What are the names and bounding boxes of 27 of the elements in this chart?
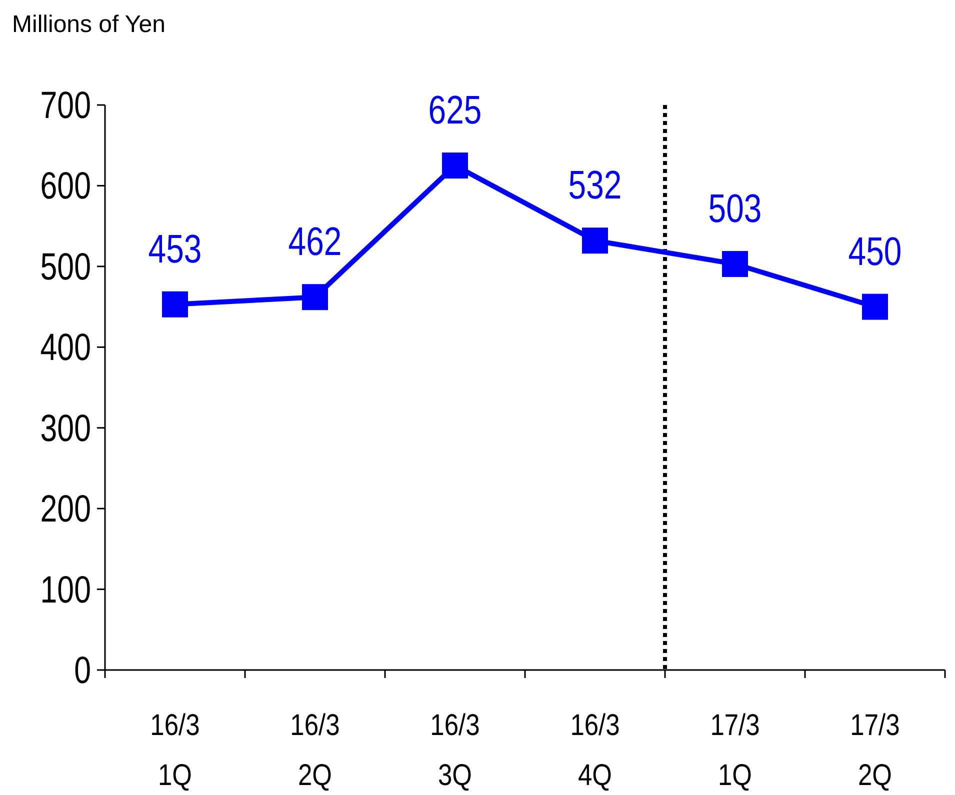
y-tick-label: 0: [74, 650, 91, 692]
data-label: 625: [428, 87, 482, 132]
data-label: 450: [848, 228, 902, 274]
y-tick-label: 200: [40, 488, 91, 530]
x-tick-label: 16/3 3Q: [430, 708, 480, 792]
x-tick-label: 16/3 1Q: [150, 708, 200, 792]
point: [862, 294, 888, 320]
y-tick-label: 500: [40, 246, 91, 288]
y-tick-label: 100: [40, 569, 91, 612]
y-tick-label: 600: [40, 166, 91, 208]
data-label: 532: [568, 162, 622, 208]
point: [302, 284, 328, 310]
y-tick-label: 400: [40, 327, 91, 369]
point: [582, 228, 608, 254]
data-label: 503: [708, 186, 762, 231]
x-tick-label: 17/3 1Q: [710, 708, 760, 792]
x-tick-label: 17/3 2Q: [850, 708, 900, 792]
data-label: 462: [288, 218, 342, 264]
y-tick-label: 300: [40, 408, 91, 450]
point: [442, 152, 468, 179]
x-tick-label: 16/3 4Q: [570, 708, 620, 792]
x-tick-label: 16/3 2Q: [290, 708, 340, 792]
y-axis-title: Millions of Yen: [12, 11, 166, 38]
point: [722, 251, 748, 278]
data-label: 453: [148, 226, 202, 272]
point: [162, 291, 188, 318]
y-tick-label: 700: [40, 84, 91, 127]
